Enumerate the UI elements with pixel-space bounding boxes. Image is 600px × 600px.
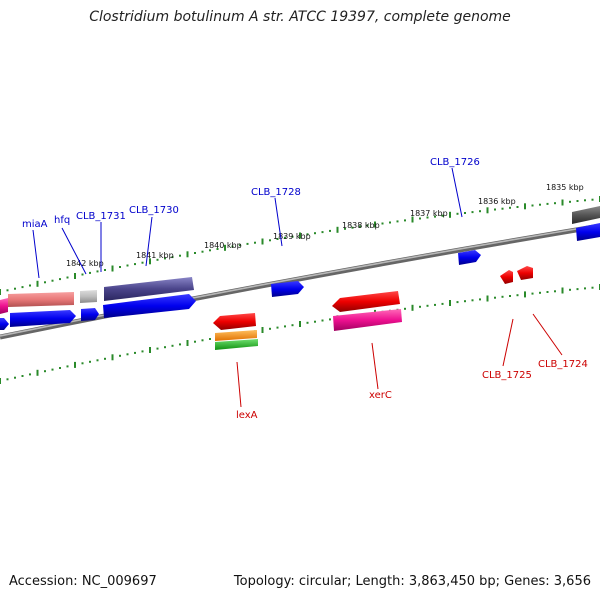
gene-label-xerC[interactable]: xerC xyxy=(369,390,392,401)
gene-label-miaA[interactable]: miaA xyxy=(22,219,48,230)
gene-lexA-arrow[interactable] xyxy=(213,313,256,330)
gene-CLB_1731-arrow[interactable] xyxy=(103,294,196,318)
gene-label-CLB_1731[interactable]: CLB_1731 xyxy=(76,211,126,222)
kbp-label: 1835 kbp xyxy=(546,183,584,192)
gene-right-edge-arrow[interactable] xyxy=(576,223,600,241)
gene-miaA-arrow[interactable] xyxy=(10,310,76,327)
gene-lexA-green[interactable] xyxy=(215,339,258,350)
outer-tick-ruler xyxy=(0,196,600,295)
genome-summary-text: Topology: circular; Length: 3,863,450 bp… xyxy=(233,574,591,589)
gene-CLB_1724-outer[interactable] xyxy=(517,266,533,280)
gene-label-CLB_1730[interactable]: CLB_1730 xyxy=(129,205,179,216)
gene-label-CLB_1724[interactable]: CLB_1724 xyxy=(538,359,588,370)
map-title: Clostridium botulinum A str. ATCC 19397,… xyxy=(89,9,511,25)
gene-xerC-pink[interactable] xyxy=(333,309,402,331)
kbp-label: 1836 kbp xyxy=(478,197,516,206)
gene-CLB_1726-arrow[interactable] xyxy=(458,250,481,265)
kbp-label: 1841 kbp xyxy=(136,251,174,260)
gene-miaA-outer[interactable] xyxy=(0,292,74,314)
gene-hfq-outer[interactable] xyxy=(80,290,97,303)
gene-xerC-arrow[interactable] xyxy=(332,291,400,312)
kbp-label: 1837 kbp xyxy=(410,209,448,218)
gene-label-lexA[interactable]: lexA xyxy=(236,410,258,421)
gene-label-CLB_1725[interactable]: CLB_1725 xyxy=(482,370,532,381)
gene-hfq-arrow[interactable] xyxy=(81,308,99,321)
kbp-label: 1838 kbp xyxy=(342,221,380,230)
kbp-label: 1839 kbp xyxy=(273,232,311,241)
gene-CLB_1725-outer[interactable] xyxy=(500,270,513,284)
forward-label-leaders xyxy=(32,167,463,279)
gene-label-hfq[interactable]: hfq xyxy=(54,215,70,226)
accession-text: Accession: NC_009697 xyxy=(9,574,157,589)
gene-left-edge-arrow[interactable] xyxy=(0,318,9,330)
gene-label-CLB_1728[interactable]: CLB_1728 xyxy=(251,187,301,198)
gene-lexA-orange[interactable] xyxy=(215,330,257,341)
kbp-label: 1842 kbp xyxy=(66,259,104,268)
reverse-label-leaders xyxy=(236,313,563,408)
gene-label-CLB_1726[interactable]: CLB_1726 xyxy=(430,157,480,168)
gene-CLB_1730-outer[interactable] xyxy=(104,277,194,301)
gene-CLB_1728-arrow[interactable] xyxy=(271,281,304,297)
kbp-label: 1840 kbp xyxy=(204,241,242,250)
gene-right-dark-outer[interactable] xyxy=(572,206,600,224)
inner-tick-ruler xyxy=(0,284,600,384)
